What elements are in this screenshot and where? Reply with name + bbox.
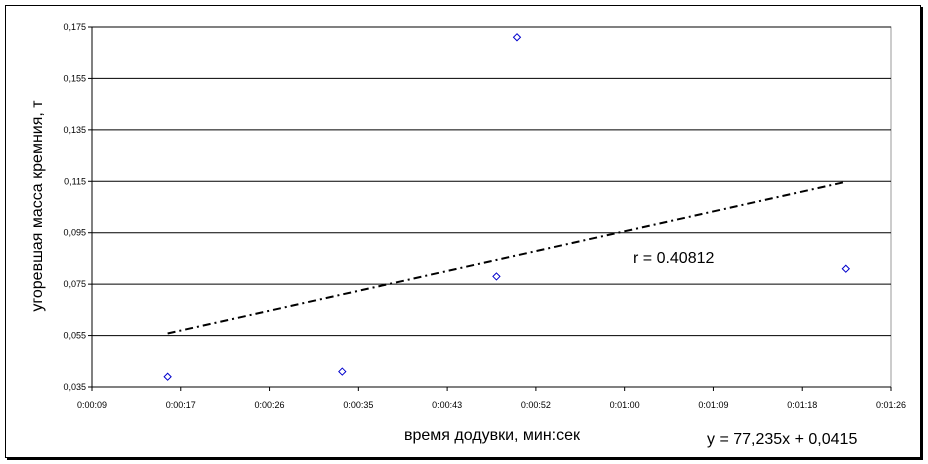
trendline [167, 180, 847, 335]
plot-area [91, 26, 892, 388]
x-axis-label: время додувки, мин:сек [404, 427, 581, 444]
x-tick-label: 0:00:52 [521, 400, 551, 410]
x-tick-label: 0:00:09 [77, 400, 107, 410]
data-point [512, 33, 522, 42]
data-point [163, 372, 172, 381]
x-tick-label: 0:01:26 [876, 400, 906, 410]
y-tick-label: 0,035 [63, 382, 86, 392]
y-tick-label: 0,135 [63, 125, 86, 135]
x-tick-label: 0:01:09 [698, 400, 728, 410]
y-tick-label: 0,155 [63, 73, 86, 83]
x-tick-label: 0:01:18 [787, 400, 817, 410]
y-tick-label: 0,115 [64, 176, 86, 186]
y-tick-label: 0,175 [63, 22, 86, 32]
y-axis-label: угоревшая масса кремния, т [29, 100, 46, 312]
y-tick-label: 0,055 [63, 331, 86, 341]
data-point [492, 272, 501, 281]
x-tick-label: 0:01:00 [610, 400, 640, 410]
y-tick-label: 0,095 [63, 228, 86, 238]
r-annotation: r = 0.40812 [633, 250, 715, 267]
x-tick-label: 0:00:26 [255, 400, 285, 410]
x-tick-label: 0:00:17 [166, 400, 196, 410]
y-tick-label: 0,075 [63, 279, 86, 289]
data-point [841, 264, 850, 273]
trendline-equation: y = 77,235x + 0,0415 [707, 431, 857, 448]
data-point [338, 367, 347, 376]
x-tick-label: 0:00:43 [432, 400, 462, 410]
x-tick-label: 0:00:35 [343, 400, 373, 410]
chart-frame [5, 5, 921, 458]
